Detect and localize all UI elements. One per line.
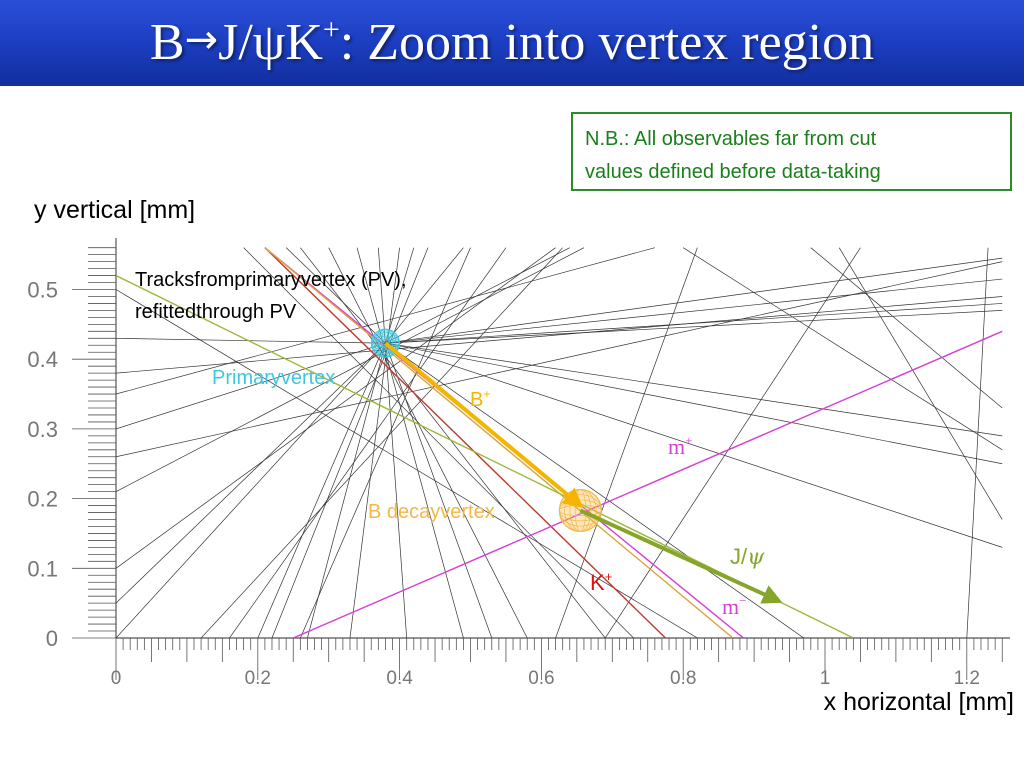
pv-track <box>385 342 1003 465</box>
note-line-1: N.B.: All observables far from cut <box>585 128 877 150</box>
pv-track <box>683 247 1003 451</box>
mu-minus-label: m− <box>722 593 746 619</box>
pv-tracks-label-line-1: Tracksfromprimaryvertex (PV), <box>135 269 407 291</box>
pv-track <box>116 247 585 492</box>
pv-track <box>349 247 400 638</box>
pv-track <box>356 247 464 638</box>
mu-plus-label: m+ <box>668 433 692 459</box>
pv-track <box>307 343 386 638</box>
pv-track <box>604 247 861 638</box>
x-axis-label: x horizontal [mm] <box>823 688 1014 716</box>
jpsi-arrow <box>579 508 783 604</box>
title-sup: + <box>322 13 340 46</box>
x-tick-label: 0.8 <box>670 668 696 689</box>
title-prefix: B <box>149 14 185 71</box>
pv-track <box>243 247 634 638</box>
x-tick-label: 0 <box>111 668 122 689</box>
pv-track <box>385 247 415 344</box>
title-arrow-icon: → <box>184 17 219 63</box>
pv-track <box>285 247 386 344</box>
title-bar: B→J/ψK+: Zoom into vertex region <box>0 0 1024 86</box>
b-vertex-label: B decayvertex <box>368 501 495 523</box>
title-mid: J/ψK <box>218 14 323 71</box>
pv-track <box>116 247 655 395</box>
pv-track <box>300 247 471 638</box>
k-plus-label: K+ <box>590 569 612 595</box>
pv-track <box>116 289 698 638</box>
pv-track <box>385 303 1003 344</box>
pv-track <box>300 247 606 638</box>
pv-track <box>810 247 1003 409</box>
track-mu- <box>292 330 1003 638</box>
b-plus-label: B+ <box>470 387 490 411</box>
y-tick-label: 0.2 <box>27 487 58 512</box>
primary-vertex-label: Primaryvertex <box>212 367 335 389</box>
y-tick-label: 0.3 <box>27 417 58 442</box>
y-tick-label: 0 <box>46 626 58 651</box>
slide-title: B→J/ψK+: Zoom into vertex region <box>0 4 1024 79</box>
b-plus-arrow <box>384 341 584 509</box>
pv-track <box>385 342 1003 548</box>
pv-track <box>116 342 386 638</box>
x-tick-label: 1 <box>820 668 831 689</box>
jpsi-label: J/ψ <box>730 544 765 570</box>
track-k- <box>264 247 666 638</box>
pv-track <box>385 247 464 344</box>
y-axis-label: y vertical [mm] <box>34 196 196 224</box>
pv-track <box>385 310 1003 344</box>
note-line-2: values defined before data-taking <box>585 161 881 183</box>
tracks-layer <box>116 247 1003 638</box>
axis-ticks: 0 0.1 0.2 0.3 0.4 0.5 0 0.2 0.4 0.6 0.8 1 1.2 <box>27 238 1010 689</box>
pv-track <box>328 247 528 638</box>
y-tick-label: 0.5 <box>27 278 58 303</box>
pv-track <box>116 296 1003 374</box>
title-suffix: : Zoom into vertex region <box>339 14 875 71</box>
x-tick-label: 0.4 <box>386 668 413 689</box>
pv-track <box>271 247 429 638</box>
x-tick-label: 0.2 <box>245 668 271 689</box>
vertex-layer <box>370 328 783 604</box>
pv-track <box>555 247 698 638</box>
pv-track <box>385 278 1003 344</box>
label-layer: Tracksfromprimaryvertex (PV), refittedthr… <box>135 269 765 619</box>
pv-track <box>966 247 989 638</box>
pv-track <box>116 337 386 344</box>
note-box: N.B.: All observables far from cut value… <box>571 112 1012 191</box>
x-tick-label: 0.6 <box>528 668 554 689</box>
pv-track <box>116 342 386 430</box>
pv-track <box>200 247 563 638</box>
track-b-line <box>264 247 734 638</box>
pv-track <box>377 247 408 638</box>
pv-track <box>385 343 493 638</box>
pv-track <box>385 247 570 344</box>
y-tick-label: 0.1 <box>27 556 58 581</box>
y-tick-label: 0.4 <box>27 347 58 372</box>
pv-tracks-label-line-2: refittedthrough PV <box>135 301 297 323</box>
x-tick-label: 1.2 <box>954 668 980 689</box>
pv-track <box>385 342 1003 437</box>
pv-track <box>385 342 804 638</box>
pv-track <box>385 257 1003 344</box>
pv-track <box>116 247 556 569</box>
pv-track <box>838 247 1003 520</box>
pv-track <box>257 343 386 638</box>
